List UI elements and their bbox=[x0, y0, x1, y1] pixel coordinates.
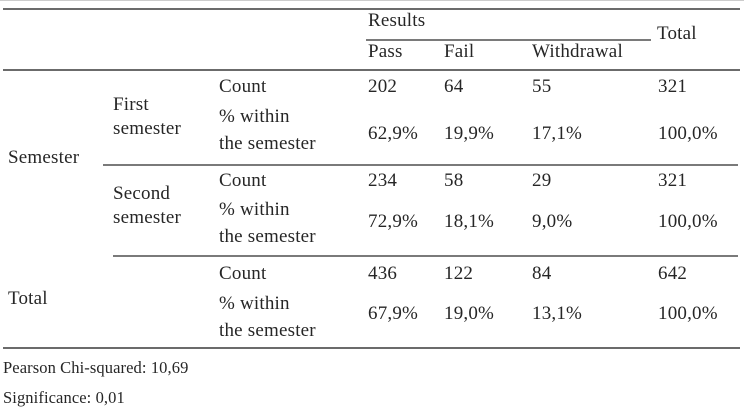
row-label-percent-first: % within the semester bbox=[219, 106, 316, 154]
cell-second-count-withdrawal: 29 bbox=[532, 170, 552, 191]
cell-second-pct-pass: 72,9% bbox=[368, 211, 419, 232]
semester-section-divider-rule bbox=[103, 164, 738, 166]
cell-total-count-fail: 122 bbox=[444, 263, 474, 284]
total-column-header: Total bbox=[657, 23, 697, 44]
cell-first-count-fail: 64 bbox=[444, 76, 464, 97]
cell-total-pct-total: 100,0% bbox=[658, 303, 718, 324]
section-label-second-semester: Second semester bbox=[113, 183, 182, 228]
cell-total-count-total: 642 bbox=[658, 263, 688, 284]
row-label-percent-total-section: % within the semester bbox=[219, 293, 316, 341]
cell-total-pct-pass: 67,9% bbox=[368, 303, 419, 324]
cell-first-count-total: 321 bbox=[658, 76, 688, 97]
col-header-pass: Pass bbox=[368, 41, 403, 62]
cell-first-pct-pass: 62,9% bbox=[368, 123, 419, 144]
row-label-count-first: Count bbox=[219, 76, 267, 97]
cell-total-count-pass: 436 bbox=[368, 263, 398, 284]
table-bottom-rule bbox=[3, 347, 740, 349]
cell-first-pct-withdrawal: 17,1% bbox=[532, 123, 583, 144]
col-header-withdrawal: Withdrawal bbox=[532, 41, 623, 62]
table-top-rule bbox=[3, 8, 740, 10]
cell-first-count-pass: 202 bbox=[368, 76, 398, 97]
row-group-label-semester: Semester bbox=[8, 147, 80, 168]
cell-second-pct-withdrawal: 9,0% bbox=[532, 211, 573, 232]
cell-total-pct-withdrawal: 13,1% bbox=[532, 303, 583, 324]
col-header-fail: Fail bbox=[444, 41, 475, 62]
row-label-count-total-section: Count bbox=[219, 263, 267, 284]
cell-second-count-fail: 58 bbox=[444, 170, 464, 191]
cell-first-pct-total: 100,0% bbox=[658, 123, 718, 144]
cell-first-pct-fail: 19,9% bbox=[444, 123, 495, 144]
pearson-chi-squared-note: Pearson Chi-squared: 10,69 bbox=[3, 358, 189, 377]
cell-second-count-total: 321 bbox=[658, 170, 688, 191]
row-group-label-total: Total bbox=[8, 288, 48, 309]
cell-first-count-withdrawal: 55 bbox=[532, 76, 552, 97]
cell-second-pct-fail: 18,1% bbox=[444, 211, 495, 232]
total-section-divider-rule bbox=[113, 255, 738, 257]
row-label-percent-second: % within the semester bbox=[219, 199, 316, 247]
cell-total-count-withdrawal: 84 bbox=[532, 263, 552, 284]
results-group-header: Results bbox=[368, 10, 426, 31]
cell-total-pct-fail: 19,0% bbox=[444, 303, 495, 324]
section-label-first-semester: First semester bbox=[113, 94, 182, 139]
significance-note: Significance: 0,01 bbox=[3, 388, 125, 407]
header-bottom-rule bbox=[3, 69, 740, 71]
row-label-count-second: Count bbox=[219, 170, 267, 191]
cell-second-pct-total: 100,0% bbox=[658, 211, 718, 232]
results-underline-rule bbox=[366, 39, 651, 41]
cell-second-count-pass: 234 bbox=[368, 170, 398, 191]
page-top-edge-rule bbox=[0, 0, 744, 1]
